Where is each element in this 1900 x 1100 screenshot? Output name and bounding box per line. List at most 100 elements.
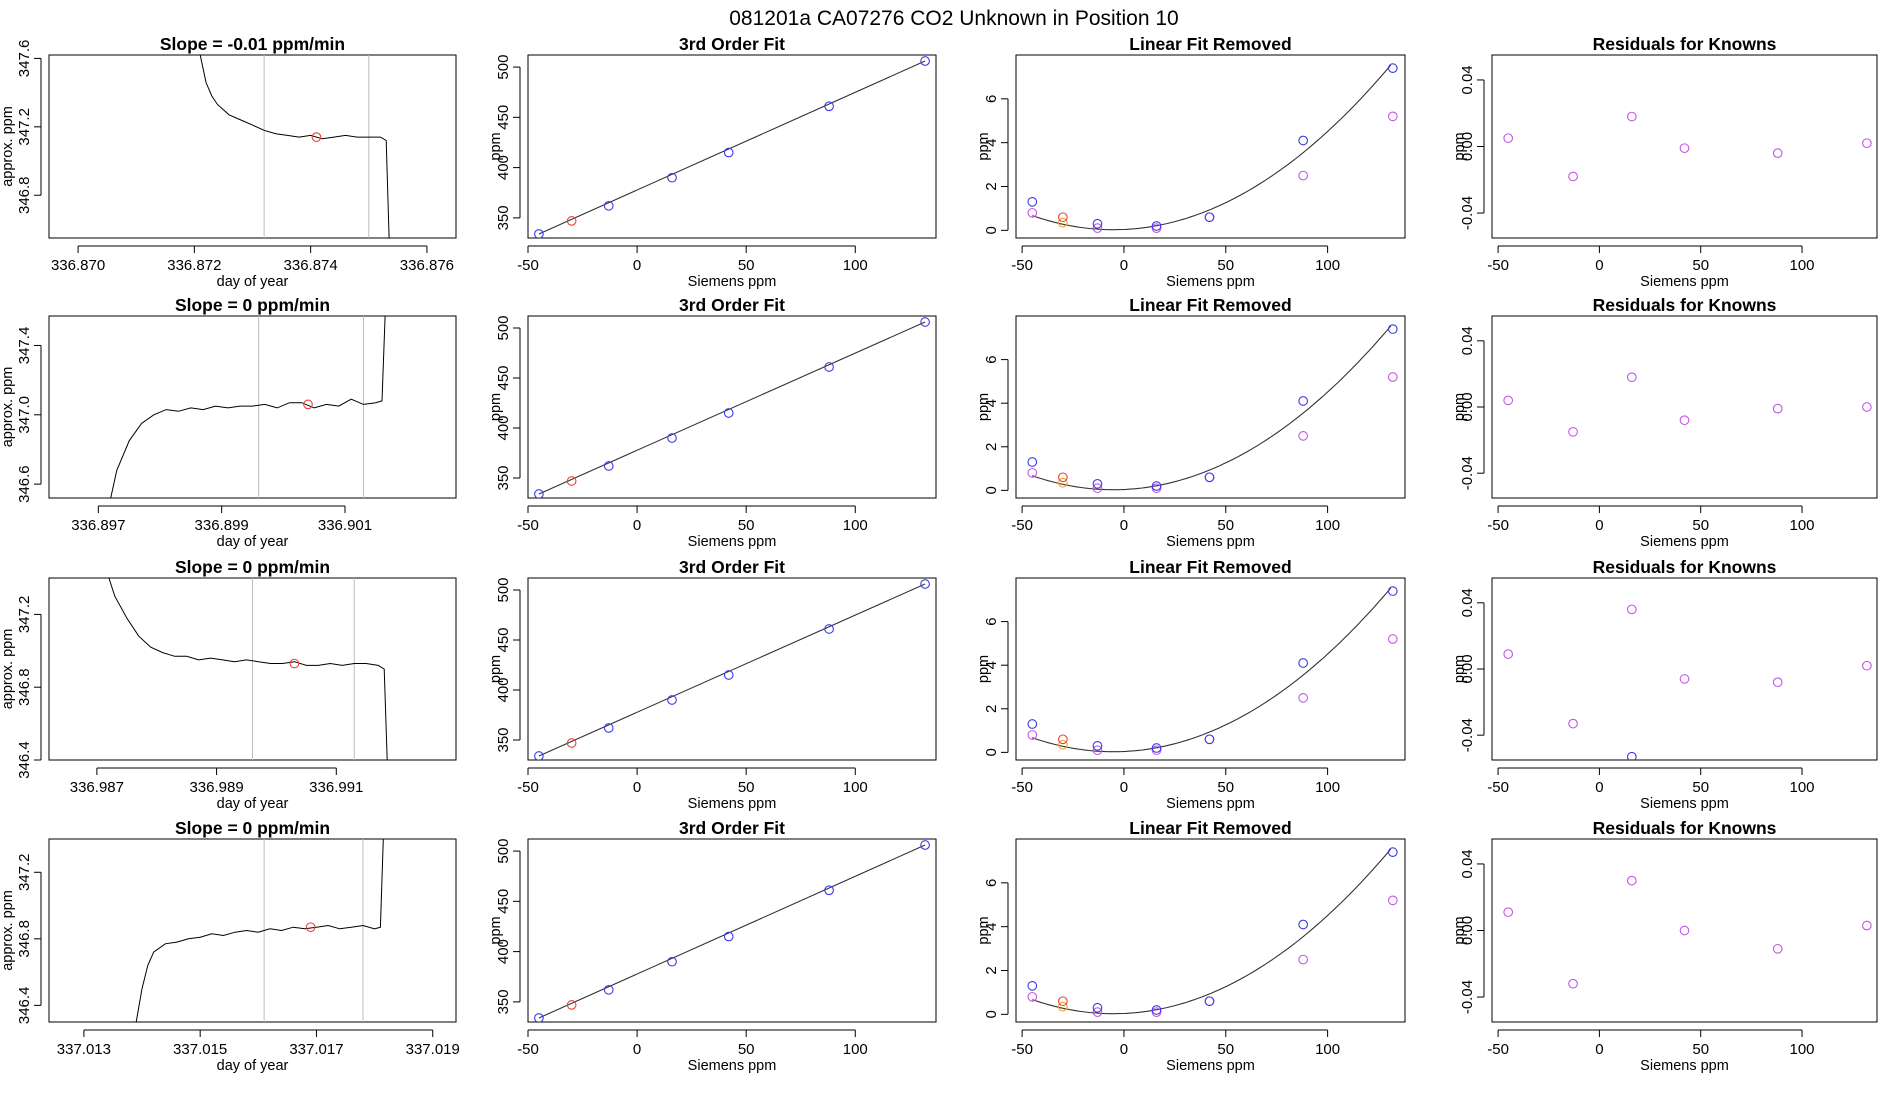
x-tick-label: 337.015: [173, 1041, 227, 1058]
x-tick-label: 336.876: [400, 257, 454, 274]
residual-point: [1772, 943, 1783, 954]
panel-title: Slope = -0.01 ppm/min: [160, 34, 345, 54]
y-tick-label: 4: [983, 399, 1000, 407]
known-point: [1387, 847, 1398, 857]
corrected-known-point: [1151, 483, 1162, 494]
y-tick-label: 6: [983, 355, 1000, 363]
unknown-point: [566, 476, 577, 486]
x-tick-label: 50: [1692, 517, 1709, 534]
y-axis-label: ppm: [488, 655, 504, 683]
corrected-unknown-point: [1057, 217, 1068, 228]
residual-point: [1679, 415, 1690, 426]
y-tick-label: 0.04: [1459, 588, 1476, 617]
y-axis-label: ppm: [976, 655, 992, 683]
y-tick-label: 6: [983, 879, 1000, 887]
x-tick-label: 100: [1315, 779, 1340, 796]
y-tick-label: 0: [983, 486, 1000, 494]
x-axis-label: day of year: [217, 534, 289, 550]
x-axis-label: Siemens ppm: [1640, 1058, 1729, 1074]
y-tick-label: 0.00: [1459, 916, 1476, 945]
residual-point: [1862, 402, 1872, 412]
residual-point: [1679, 674, 1690, 684]
x-tick-label: 50: [1217, 517, 1234, 534]
panel-third-order-fit-row-1: 3rd Order Fit -50 0 50 100 350 400 450 500 Siemen…: [488, 34, 937, 290]
x-tick-label: 0: [1120, 517, 1128, 534]
x-axis-label: Siemens ppm: [688, 796, 777, 812]
plot-frame: [1491, 315, 1878, 499]
y-tick-label: 347.2: [16, 596, 33, 634]
x-tick-label: 0: [633, 779, 641, 796]
y-tick-label: 0.00: [1459, 392, 1476, 421]
unknown-point: [1057, 734, 1068, 745]
residual-point: [1772, 677, 1783, 688]
plot-frame: [1015, 838, 1406, 1023]
plot-frame: [1015, 315, 1406, 499]
plot-area: [135, 839, 384, 1022]
x-tick-label: -50: [1487, 779, 1509, 796]
x-axis-label: Siemens ppm: [688, 1058, 777, 1074]
y-tick-label: 450: [495, 105, 512, 130]
known-standard-point: [534, 1013, 544, 1022]
co2-trace-line: [135, 839, 384, 1022]
corrected-known-point: [1027, 468, 1038, 478]
x-tick-label: 50: [1692, 257, 1709, 274]
y-tick-label: 400: [495, 939, 512, 964]
corrected-known-point: [1387, 372, 1398, 382]
known-point: [1387, 586, 1398, 596]
known-standard-point: [534, 751, 544, 760]
unknown-point: [1057, 996, 1068, 1007]
x-tick-label: 336.872: [167, 257, 221, 274]
residual-point: [1862, 920, 1872, 931]
x-tick-label: 100: [843, 517, 868, 534]
residual-fit-curve: [1032, 587, 1392, 753]
panel-time-series-row-2: Slope = 0 ppm/min 336.897 336.899 336.901 34…: [0, 295, 457, 550]
y-tick-label: 347.0: [16, 396, 33, 434]
known-standard-point: [920, 840, 930, 850]
known-standard-point: [920, 317, 930, 327]
plot-frame: [1015, 577, 1406, 761]
y-tick-label: 347.6: [16, 40, 33, 78]
y-tick-label: 0.00: [1459, 132, 1476, 161]
x-tick-label: 100: [1315, 1041, 1340, 1058]
residual-point: [1626, 604, 1637, 615]
corrected-unknown-point: [1057, 739, 1068, 750]
plot-frame: [1491, 577, 1878, 761]
panel-title: 3rd Order Fit: [679, 818, 785, 838]
unknown-point: [1057, 212, 1068, 223]
plot-frame: [527, 577, 937, 761]
known-standard-point: [824, 624, 834, 634]
plot-area: [110, 316, 386, 498]
page-title: 081201a CA07276 CO2 Unknown in Position …: [729, 7, 1178, 30]
corrected-known-point: [1151, 745, 1162, 756]
known-point: [1204, 734, 1215, 745]
panel-title: Residuals for Knowns: [1593, 818, 1777, 838]
corrected-known-point: [1092, 223, 1103, 233]
y-tick-label: 346.4: [16, 741, 33, 779]
plot-frame: [527, 54, 937, 239]
x-tick-label: 336.989: [189, 779, 243, 796]
y-tick-label: 0: [983, 1010, 1000, 1018]
x-tick-label: 336.897: [71, 517, 125, 534]
panel-time-series-row-4: Slope = 0 ppm/min 337.013 337.015 337.017 33…: [0, 818, 460, 1074]
plot-frame: [1491, 54, 1878, 239]
x-tick-label: -50: [517, 1041, 539, 1058]
panel-title: Slope = 0 ppm/min: [175, 818, 330, 838]
x-tick-label: 100: [843, 257, 868, 274]
x-tick-label: -50: [1487, 517, 1509, 534]
known-standard-point: [723, 931, 734, 942]
y-axis-label: ppm: [1452, 916, 1468, 944]
known-point: [1151, 221, 1162, 231]
x-tick-label: 336.901: [318, 517, 372, 534]
x-tick-label: 50: [1217, 1041, 1234, 1058]
x-tick-label: 0: [1120, 779, 1128, 796]
plot-frame: [48, 54, 457, 239]
x-tick-label: 336.987: [70, 779, 124, 796]
panel-linear-fit-removed-row-3: Linear Fit Removed -50 0 50 100 0 2 4 6 Siemens p…: [976, 557, 1406, 812]
unknown-point: [566, 738, 577, 748]
known-point: [1027, 980, 1038, 991]
residual-fit-curve: [1032, 64, 1392, 231]
panel-title: Linear Fit Removed: [1129, 295, 1291, 315]
corrected-known-point: [1298, 170, 1309, 181]
unknown-mean-point: [311, 132, 322, 142]
corrected-known-point: [1298, 431, 1309, 441]
